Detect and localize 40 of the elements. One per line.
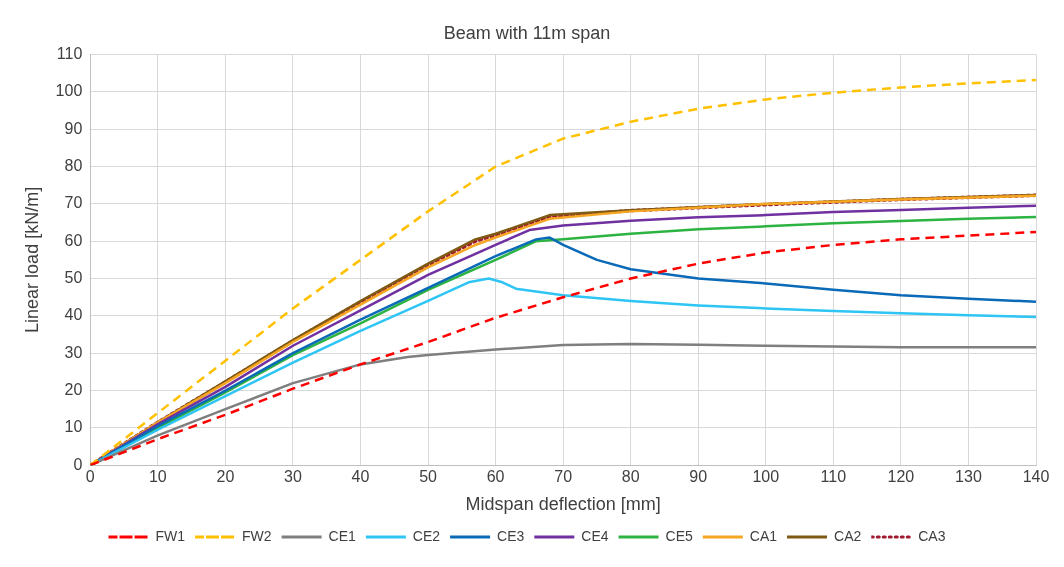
y-tick-label: 90 (64, 119, 83, 137)
x-tick-label: 110 (820, 468, 847, 486)
x-tick-label: 50 (419, 468, 438, 486)
legend-label: CE2 (412, 527, 441, 544)
y-tick-label: 100 (55, 82, 83, 100)
y-tick-label: 10 (64, 418, 83, 436)
x-tick-label: 80 (621, 468, 640, 486)
legend-label: FW2 (242, 527, 272, 544)
x-tick-label: 120 (887, 468, 915, 486)
x-tick-label: 140 (1022, 468, 1050, 486)
legend-label: CE3 (497, 527, 525, 544)
legend-label: CE4 (581, 527, 609, 544)
x-tick-label: 10 (148, 468, 167, 486)
x-tick-label: 90 (689, 468, 708, 486)
x-tick-label: 130 (955, 468, 982, 486)
x-tick-label: 100 (752, 468, 780, 486)
legend-label: FW1 (155, 527, 186, 544)
legend-label: CA3 (918, 527, 946, 544)
x-axis-title: Midspan deflection [mm] (465, 494, 661, 515)
x-tick-label: 40 (351, 468, 370, 486)
y-tick-label: 80 (64, 156, 83, 174)
y-tick-label: 50 (64, 268, 83, 286)
x-tick-label: 30 (284, 468, 302, 486)
x-tick-label: 60 (486, 468, 505, 486)
x-tick-label: 70 (554, 468, 573, 486)
x-tick-label: 20 (216, 468, 235, 486)
chart-title: Beam with 11m span (443, 22, 611, 43)
y-tick-label: 20 (64, 380, 83, 398)
y-tick-label: 40 (64, 306, 83, 324)
x-tick-label: 0 (85, 468, 95, 486)
legend-label: CA1 (749, 527, 778, 544)
legend-label: CA2 (834, 527, 862, 544)
y-tick-label: 60 (64, 231, 83, 249)
y-axis-title: Linear load [kN/m] (21, 186, 42, 333)
legend-label: CE1 (328, 527, 357, 544)
y-tick-label: 70 (64, 194, 83, 212)
legend-label: CE5 (665, 527, 693, 544)
y-tick-label: 0 (73, 455, 83, 473)
y-tick-label: 30 (64, 343, 83, 361)
y-tick-label: 110 (56, 45, 83, 63)
